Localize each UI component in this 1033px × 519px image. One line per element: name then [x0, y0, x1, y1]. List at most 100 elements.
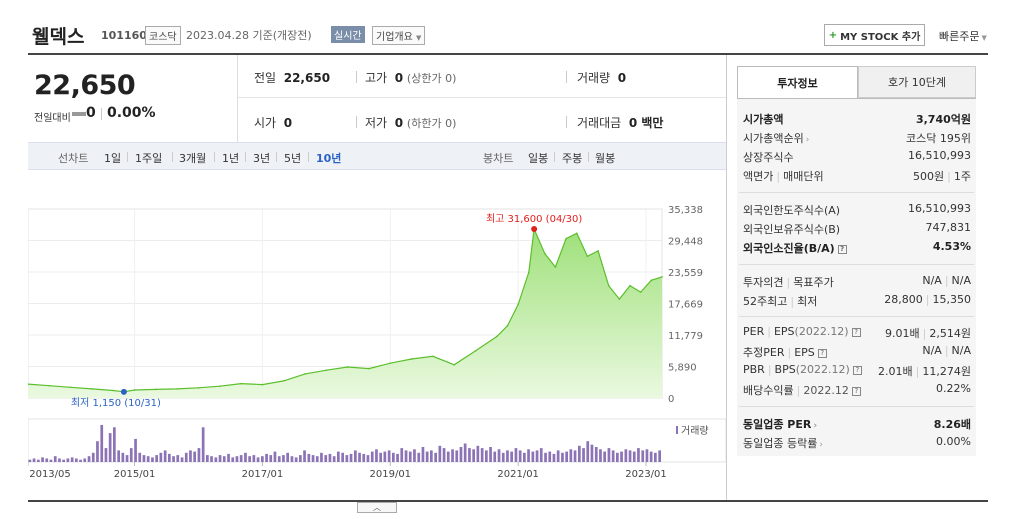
- open-value: 0: [283, 116, 293, 130]
- volume-bar: [210, 456, 213, 462]
- volume-bar: [159, 452, 163, 463]
- volume-bar: [514, 448, 518, 462]
- add-mystock-button[interactable]: + MY STOCK 추가: [824, 24, 925, 46]
- row-foreign-limit: 외국인한도주식수(A) 16,510,993: [743, 202, 971, 218]
- period-3y[interactable]: 3년: [253, 152, 271, 165]
- help-icon[interactable]: ?: [851, 387, 861, 396]
- volume-bar: [235, 456, 239, 462]
- change-value: 0: [86, 105, 96, 121]
- row-sector-change[interactable]: 동일업종 등락률 › 0.00%: [743, 435, 971, 451]
- tab-order-book[interactable]: 호가 10단계: [858, 66, 976, 98]
- candle-weekly[interactable]: 주봉: [562, 152, 583, 165]
- period-10y[interactable]: 10년: [316, 152, 342, 165]
- quick-order-label: 빠른주문: [939, 30, 980, 43]
- separator: [739, 264, 974, 265]
- volume-bar: [434, 452, 437, 463]
- company-overview-button[interactable]: 기업개요 ▼: [372, 26, 426, 45]
- volume-legend-swatch: [676, 426, 678, 434]
- volume-bar: [523, 452, 526, 463]
- volume-bar: [476, 445, 480, 462]
- period-1d[interactable]: 1일: [104, 152, 122, 165]
- volume-bar: [265, 453, 268, 462]
- volume-bar: [603, 451, 606, 462]
- row-rank[interactable]: 시가총액순위 › 코스닥 195위: [743, 130, 971, 146]
- price-point: [607, 284, 610, 287]
- foreign-rate-value: 4.53%: [932, 240, 971, 253]
- volume-bar: [37, 459, 40, 462]
- volume-bar: [142, 455, 146, 462]
- price-point: [218, 385, 221, 388]
- est-per-label: 추정PER: [743, 346, 785, 359]
- foreign-limit-value: 16,510,993: [908, 202, 971, 215]
- price-point: [506, 324, 509, 327]
- volume-bar: [320, 452, 323, 463]
- company-overview-label: 기업개요: [376, 32, 413, 43]
- price-point: [575, 232, 578, 235]
- volume-bar: [468, 448, 471, 462]
- volume-bar: [616, 452, 619, 463]
- volume-bar: [49, 459, 53, 462]
- volume-bar: [607, 448, 611, 462]
- separator: [172, 152, 173, 162]
- volume-bar: [324, 455, 328, 462]
- volume-bar: [620, 451, 623, 462]
- sector-change-value: 0.00%: [936, 435, 971, 448]
- y-tick-label: 29,448: [668, 237, 703, 248]
- change-percent: 0.00%: [107, 105, 156, 121]
- tab-invest-info[interactable]: 투자정보: [737, 66, 858, 98]
- volume-bar: [125, 455, 129, 462]
- volume-bar: [527, 449, 530, 462]
- volume-bar: [485, 450, 488, 462]
- period-1y[interactable]: 1년: [222, 152, 240, 165]
- volume-bar: [134, 438, 137, 462]
- row-foreign-hold: 외국인보유주식수(B) 747,831: [743, 221, 971, 237]
- expand-chart-button[interactable]: ︿: [357, 502, 397, 513]
- help-icon[interactable]: ?: [837, 245, 847, 254]
- volume-bar: [645, 449, 649, 462]
- volume-bar: [214, 457, 218, 462]
- quick-order-button[interactable]: 빠른주문 ▼: [939, 28, 987, 44]
- price-chart[interactable]: 35,338 29,448 23,559 17,669 11,779 5,890 0 최고 3…: [28, 200, 726, 500]
- separator: [127, 152, 128, 162]
- realtime-button[interactable]: 실시간: [331, 26, 365, 43]
- par-label: 액면가: [743, 170, 774, 183]
- period-5y[interactable]: 5년: [284, 152, 302, 165]
- pbr-period: (2022.12): [795, 363, 850, 376]
- plus-icon: +: [828, 29, 838, 41]
- market-cap-value: 3,740억원: [915, 113, 971, 126]
- price-point: [282, 380, 285, 382]
- volume-bar: [239, 455, 243, 462]
- price-point: [261, 383, 264, 386]
- separator: [554, 152, 555, 162]
- low-label: 저가: [365, 116, 388, 130]
- row-sector-per[interactable]: 동일업종 PER › 8.26배: [743, 416, 971, 432]
- per-label: PER: [743, 325, 765, 338]
- foreign-hold-value: 747,831: [925, 221, 972, 234]
- price-point: [91, 388, 93, 390]
- stock-code: 101160: [101, 29, 147, 42]
- y-tick-label: 35,338: [668, 205, 703, 216]
- volume-bar: [286, 452, 289, 463]
- volume-bar: [193, 451, 196, 462]
- opinion-value: N/A: [922, 274, 942, 287]
- period-1w[interactable]: 1주일: [135, 152, 163, 165]
- volume-bar: [328, 453, 332, 462]
- period-3m[interactable]: 3개월: [179, 152, 207, 165]
- volume-bar: [463, 443, 467, 462]
- volume-bar: [83, 458, 87, 462]
- candle-monthly[interactable]: 월봉: [595, 152, 616, 165]
- help-icon[interactable]: ?: [852, 366, 862, 375]
- stat-high: 고가 0 (상한가 0): [365, 69, 456, 86]
- volume-bar: [290, 456, 294, 462]
- volume-bar: [362, 453, 366, 462]
- help-icon[interactable]: ?: [817, 349, 827, 358]
- opinion-label: 투자의견: [743, 276, 784, 289]
- volume-label: 거래량: [577, 71, 611, 85]
- volume-bar: [400, 448, 404, 462]
- candle-daily[interactable]: 일봉: [528, 152, 549, 165]
- volume-bar: [578, 445, 581, 462]
- separator: [245, 152, 246, 162]
- volume-value: 0: [617, 71, 627, 85]
- help-icon[interactable]: ?: [851, 328, 861, 337]
- volume-bar: [404, 450, 408, 462]
